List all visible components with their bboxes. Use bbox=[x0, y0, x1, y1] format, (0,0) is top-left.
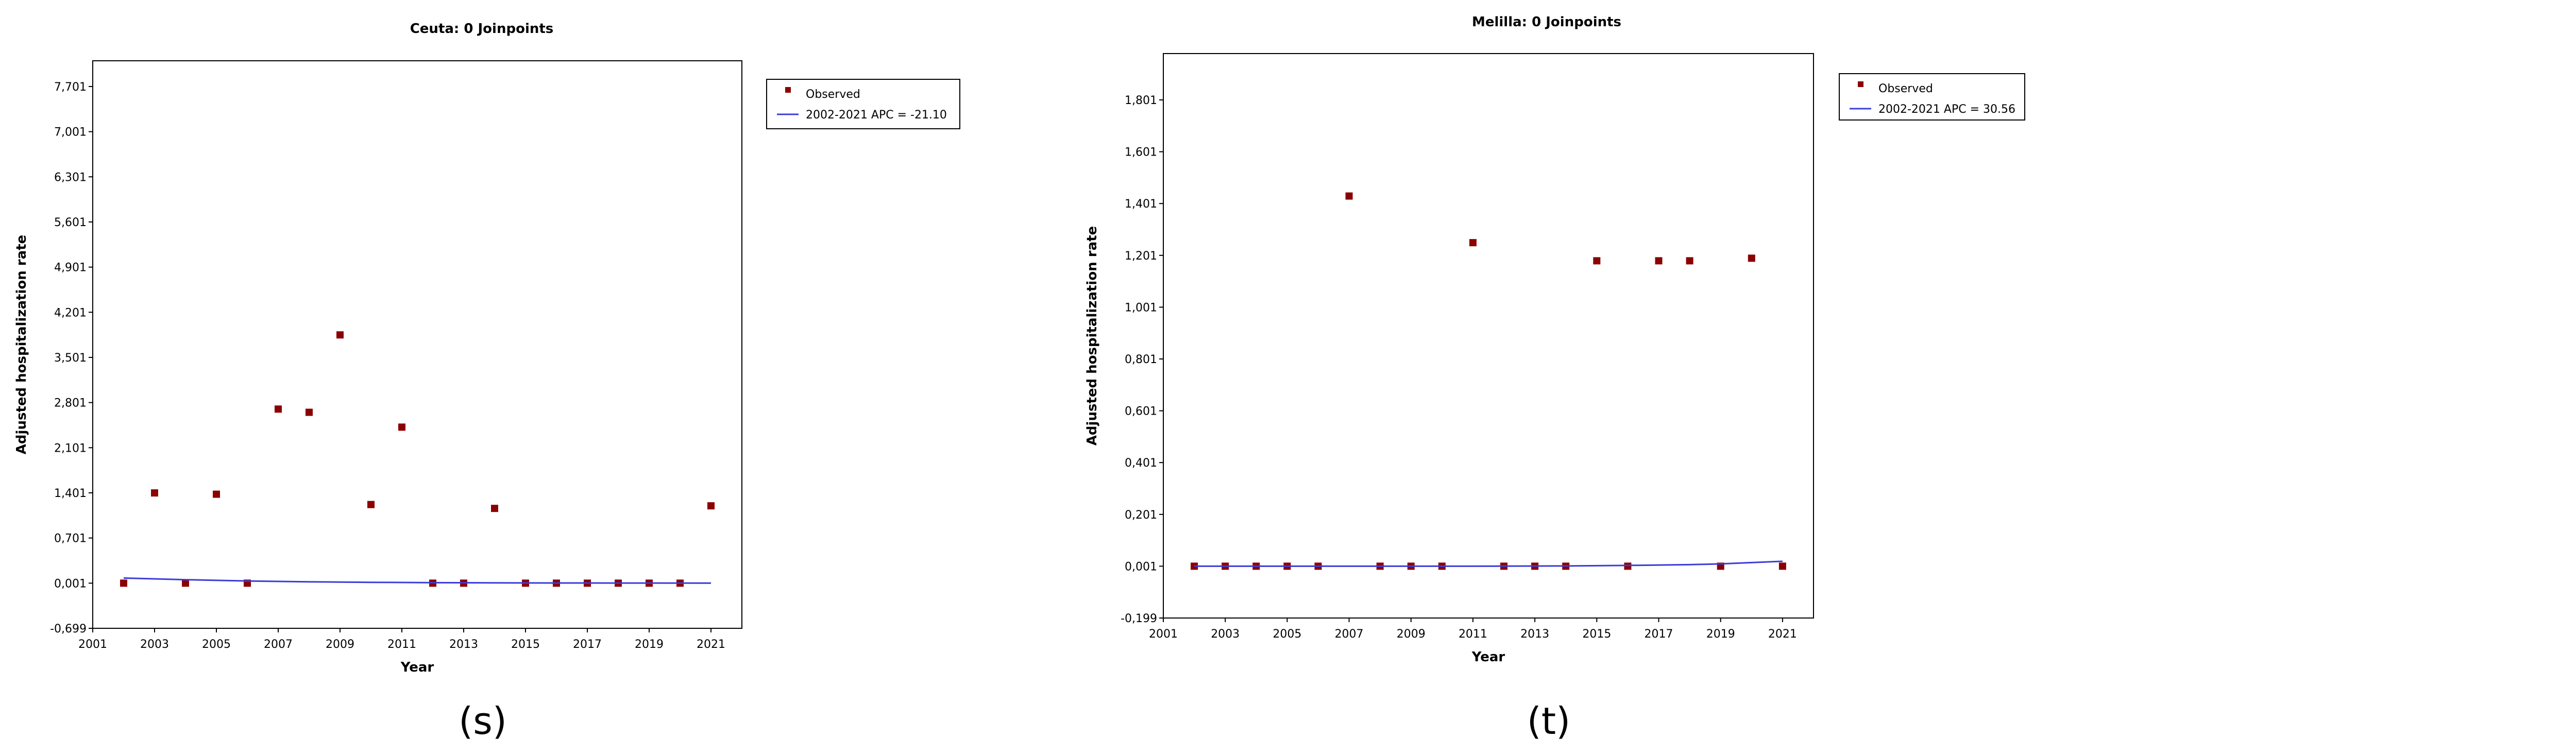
x-tick-label: 2007 bbox=[264, 638, 293, 651]
observed-point bbox=[367, 501, 375, 508]
x-tick-label: 2017 bbox=[1645, 628, 1673, 641]
legend-entry: 2002-2021 APC = 30.56 bbox=[1878, 103, 2015, 116]
y-tick-label: 0,001 bbox=[54, 577, 87, 590]
legend-entry: 2002-2021 APC = -21.10 bbox=[806, 109, 947, 122]
x-tick-label: 2015 bbox=[511, 638, 540, 651]
x-tick-label: 2013 bbox=[1520, 628, 1549, 641]
observed-point bbox=[120, 579, 127, 587]
y-tick-label: 0,801 bbox=[1125, 353, 1157, 366]
observed-point bbox=[151, 489, 158, 497]
observed-point bbox=[398, 423, 405, 431]
observed-point bbox=[1469, 239, 1477, 247]
y-tick-label: 7,001 bbox=[54, 126, 87, 139]
x-tick-label: 2009 bbox=[1397, 628, 1426, 641]
chart-1: Melilla: 0 Joinpoints -0,199 0,001 0,201 0,4… bbox=[1084, 14, 2025, 743]
plot-frame bbox=[1163, 53, 1814, 619]
y-tick-label: 4,901 bbox=[54, 262, 87, 274]
observed-point bbox=[1748, 254, 1755, 262]
x-tick-label: 2003 bbox=[1211, 628, 1240, 641]
legend: Observed 2002-2021 APC = 30.56 bbox=[1839, 73, 2025, 121]
x-tick-label: 2005 bbox=[202, 638, 231, 651]
observed-point bbox=[1686, 257, 1693, 265]
legend-box bbox=[766, 79, 960, 129]
y-tick-label: 1,401 bbox=[54, 487, 87, 500]
chart-title: Melilla: 0 Joinpoints bbox=[1472, 14, 1621, 30]
observed-point bbox=[213, 490, 220, 498]
x-tick-label: 2011 bbox=[387, 638, 416, 651]
y-tick-label: 1,201 bbox=[1125, 250, 1157, 263]
y-tick-label: 0,001 bbox=[1125, 560, 1157, 573]
y-axis-label: Adjusted hospitalization rate bbox=[14, 235, 29, 454]
x-tick-label: 2001 bbox=[78, 638, 107, 651]
observed-point bbox=[1655, 257, 1663, 265]
x-tick-label: 2003 bbox=[140, 638, 169, 651]
x-tick-label: 2019 bbox=[635, 638, 664, 651]
y-tick-label: 5,601 bbox=[54, 216, 87, 229]
y-tick-label: 3,501 bbox=[54, 352, 87, 365]
observed-point bbox=[1624, 562, 1632, 570]
y-tick-label: 1,401 bbox=[1125, 198, 1157, 211]
x-tick-label: 2005 bbox=[1273, 628, 1301, 641]
x-tick-label: 2019 bbox=[1706, 628, 1735, 641]
legend-point-swatch bbox=[785, 87, 791, 93]
y-tick-label: 0,201 bbox=[1125, 509, 1157, 522]
observed-point bbox=[491, 505, 498, 512]
x-tick-label: 2013 bbox=[449, 638, 478, 651]
subfigure-caption: (t) bbox=[1527, 699, 1570, 743]
observed-point bbox=[275, 405, 282, 413]
x-tick-label: 2009 bbox=[326, 638, 354, 651]
x-axis-label: Year bbox=[400, 660, 434, 675]
observed-point bbox=[1593, 257, 1601, 265]
y-tick-label: 1,601 bbox=[1125, 146, 1157, 159]
x-tick-label: 2021 bbox=[1768, 628, 1797, 641]
y-tick-label: 1,001 bbox=[1125, 301, 1157, 314]
observed-point bbox=[1345, 192, 1353, 200]
y-tick-label: 4,201 bbox=[54, 306, 87, 319]
x-tick-label: 2011 bbox=[1459, 628, 1487, 641]
y-tick-label: 1,801 bbox=[1125, 94, 1157, 107]
legend-entry: Observed bbox=[806, 88, 860, 101]
x-tick-label: 2007 bbox=[1335, 628, 1364, 641]
y-tick-label: 2,101 bbox=[54, 442, 87, 455]
x-axis-label: Year bbox=[1471, 649, 1505, 665]
y-tick-label: 0,701 bbox=[54, 533, 87, 545]
legend-entry: Observed bbox=[1878, 82, 1933, 95]
fitted-trend-line bbox=[1194, 560, 1783, 567]
observed-point bbox=[306, 408, 313, 416]
x-tick-label: 2001 bbox=[1149, 628, 1178, 641]
observed-point bbox=[182, 579, 189, 587]
y-tick-label: 0,401 bbox=[1125, 457, 1157, 470]
x-tick-label: 2017 bbox=[573, 638, 602, 651]
x-tick-label: 2015 bbox=[1582, 628, 1611, 641]
subfigure-caption: (s) bbox=[459, 699, 507, 743]
legend-point-swatch bbox=[1858, 81, 1863, 87]
y-axis-label: Adjusted hospitalization rate bbox=[1084, 226, 1100, 445]
legend: Observed 2002-2021 APC = -21.10 bbox=[766, 79, 960, 129]
y-tick-label: 2,801 bbox=[54, 397, 87, 410]
y-tick-label: -0,699 bbox=[50, 623, 87, 636]
x-tick-label: 2021 bbox=[697, 638, 725, 651]
plot-frame bbox=[92, 60, 742, 629]
legend-box bbox=[1839, 73, 2025, 121]
y-tick-label: 6,301 bbox=[54, 171, 87, 184]
observed-point bbox=[336, 331, 344, 339]
y-tick-label: 0,601 bbox=[1125, 405, 1157, 418]
y-tick-label: -0,199 bbox=[1121, 612, 1157, 625]
y-tick-label: 7,701 bbox=[54, 81, 87, 94]
fitted-trend-line bbox=[123, 577, 711, 584]
observed-point bbox=[1778, 562, 1786, 570]
chart-title: Ceuta: 0 Joinpoints bbox=[410, 21, 554, 37]
chart-0: Ceuta: 0 Joinpoints -0,699 0,001 0,701 1,401… bbox=[14, 21, 960, 743]
observed-point bbox=[707, 502, 715, 510]
